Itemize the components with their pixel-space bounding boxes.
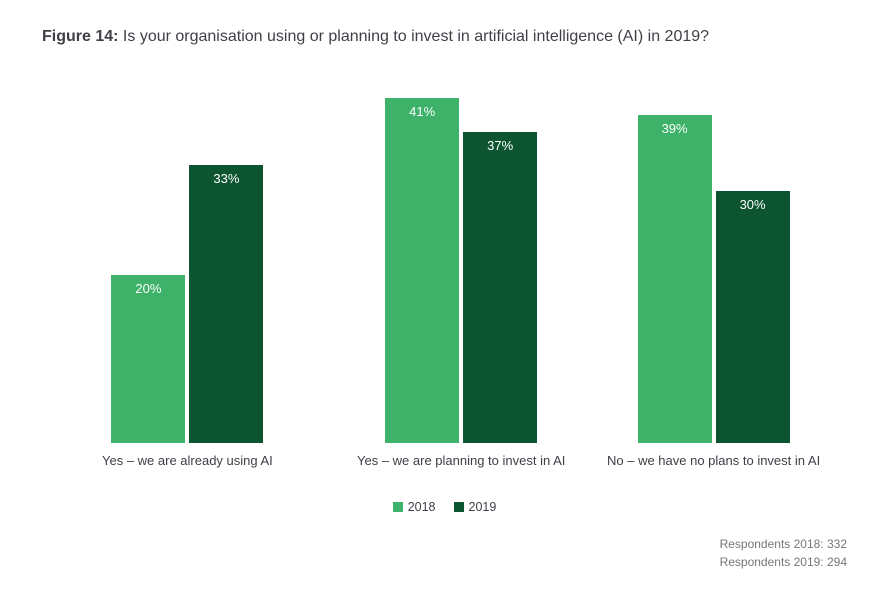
bar-value-label: 30% xyxy=(716,197,790,212)
bar-group: 41% 37% Yes – we are planning to invest … xyxy=(357,98,565,468)
category-label: No – we have no plans to invest in AI xyxy=(607,453,820,468)
legend-item-2018: 2018 xyxy=(393,500,436,514)
bar-value-label: 37% xyxy=(463,138,537,153)
bars-row: 41% 37% xyxy=(385,98,537,443)
bar-2018: 20% xyxy=(111,275,185,443)
bar-group: 20% 33% Yes – we are already using AI xyxy=(102,165,273,468)
footnote: Respondents 2018: 332 Respondents 2019: … xyxy=(720,536,847,571)
legend-label: 2019 xyxy=(469,500,497,514)
footnote-line: Respondents 2018: 332 xyxy=(720,536,847,553)
figure-label: Figure 14: xyxy=(42,28,118,45)
bar-2018: 39% xyxy=(638,115,712,443)
legend-label: 2018 xyxy=(408,500,436,514)
legend-swatch xyxy=(454,502,464,512)
bar-value-label: 33% xyxy=(189,171,263,186)
bar-2019: 37% xyxy=(463,132,537,443)
bars-row: 20% 33% xyxy=(111,165,263,443)
legend-swatch xyxy=(393,502,403,512)
bar-chart: 20% 33% Yes – we are already using AI 41… xyxy=(42,88,847,468)
bar-group: 39% 30% No – we have no plans to invest … xyxy=(607,115,820,468)
bar-value-label: 39% xyxy=(638,121,712,136)
category-label: Yes – we are planning to invest in AI xyxy=(357,453,565,468)
bars-row: 39% 30% xyxy=(638,115,790,443)
legend: 2018 2019 xyxy=(0,500,889,514)
figure-title: Figure 14: Is your organisation using or… xyxy=(42,28,709,46)
bar-2019: 30% xyxy=(716,191,790,443)
bar-2019: 33% xyxy=(189,165,263,443)
bar-value-label: 20% xyxy=(111,281,185,296)
category-label: Yes – we are already using AI xyxy=(102,453,273,468)
figure-question: Is your organisation using or planning t… xyxy=(123,28,709,45)
bar-value-label: 41% xyxy=(385,104,459,119)
footnote-line: Respondents 2019: 294 xyxy=(720,554,847,571)
legend-item-2019: 2019 xyxy=(454,500,497,514)
bar-2018: 41% xyxy=(385,98,459,443)
